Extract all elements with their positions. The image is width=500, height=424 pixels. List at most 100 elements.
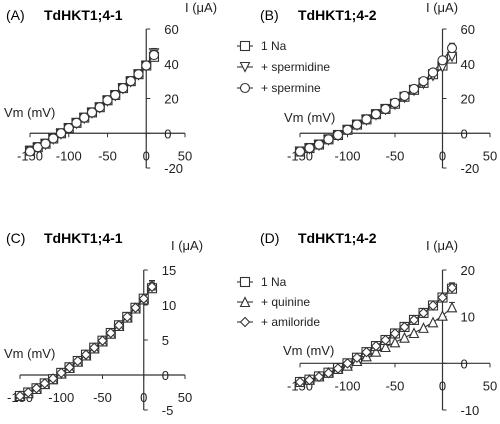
- data-point: [370, 109, 382, 120]
- data-point: [427, 316, 439, 328]
- series-3: [24, 49, 160, 157]
- data-point: [446, 43, 458, 54]
- x-tick-label: 0: [143, 148, 150, 163]
- data-point: [110, 89, 121, 101]
- data-point: [105, 327, 117, 339]
- y-tick-label: 0: [461, 356, 468, 371]
- y-tick-label: 0: [164, 126, 171, 141]
- y-tick-label: 5: [162, 333, 169, 348]
- y-axis-label: I (μA): [426, 238, 458, 253]
- y-tick-label: -10: [461, 403, 480, 418]
- x-tick-label: -50: [386, 378, 405, 393]
- series-3: [294, 42, 458, 157]
- legend-marker: [239, 316, 251, 328]
- data-point: [323, 367, 334, 379]
- data-point: [399, 321, 410, 333]
- data-point: [380, 341, 391, 353]
- data-point: [304, 374, 315, 386]
- y-tick-label: 10: [162, 298, 176, 313]
- data-point: [342, 124, 353, 135]
- data-point: [148, 50, 160, 61]
- data-point: [380, 334, 391, 346]
- legend-marker: [239, 82, 251, 94]
- legend: 1 Na + quinine + amiloride: [237, 275, 320, 329]
- series-3: [294, 282, 458, 388]
- data-point: [427, 300, 439, 311]
- x-axis-label: Vm (mV): [284, 110, 335, 125]
- data-point: [40, 138, 51, 149]
- y-axis-label: I (μA): [185, 0, 217, 15]
- legend-label: 1 Na: [261, 39, 287, 53]
- data-point: [97, 335, 108, 346]
- x-tick-label: 50: [178, 390, 192, 405]
- panel-letter: (B): [260, 7, 279, 23]
- y-tick-label: 40: [164, 57, 178, 72]
- y-tick-label: 10: [461, 310, 475, 325]
- legend-label: + spermine: [261, 81, 321, 95]
- data-point: [64, 362, 75, 373]
- data-point: [323, 134, 334, 145]
- panel-title: TdHKT1;4-2: [298, 7, 377, 23]
- data-point: [80, 349, 92, 360]
- legend-label: + spermidine: [261, 60, 330, 74]
- y-tick-label: 20: [461, 92, 475, 107]
- data-point: [14, 390, 26, 402]
- data-point: [389, 97, 401, 108]
- data-point: [88, 342, 100, 353]
- x-tick-label: -50: [93, 390, 112, 405]
- series-3: [14, 281, 158, 402]
- data-point: [446, 301, 458, 313]
- series-1: [14, 282, 158, 402]
- legend-label: 1 Na: [261, 275, 287, 289]
- data-point: [427, 67, 439, 78]
- data-point: [399, 331, 410, 343]
- x-tick-label: 50: [483, 378, 497, 393]
- panel-title: TdHKT1;4-2: [298, 230, 377, 246]
- data-point: [94, 102, 105, 113]
- data-point: [22, 387, 34, 398]
- x-tick-label: -100: [56, 148, 82, 163]
- legend-marker: [239, 276, 251, 288]
- data-point: [370, 345, 382, 357]
- legend-marker: [239, 61, 251, 73]
- data-point: [39, 378, 51, 389]
- data-point: [133, 69, 144, 80]
- y-axis-label: I (μA): [426, 0, 458, 15]
- data-point: [117, 83, 129, 94]
- data-point: [399, 90, 410, 101]
- x-tick-label: 0: [140, 390, 147, 405]
- y-tick-label: -5: [162, 403, 174, 418]
- panel-title: TdHKT1;4-1: [44, 230, 123, 246]
- y-tick-label: 60: [461, 22, 475, 37]
- x-tick-label: -100: [334, 148, 360, 163]
- panel-letter: (C): [6, 230, 25, 246]
- y-tick-label: 20: [164, 92, 178, 107]
- data-point: [55, 367, 67, 379]
- series-2: [14, 279, 158, 402]
- y-axis-label: I (μA): [171, 238, 203, 253]
- y-tick-label: 0: [461, 126, 468, 141]
- data-point: [125, 76, 136, 87]
- data-point: [389, 328, 401, 339]
- legend-marker: [239, 296, 251, 308]
- data-point: [361, 114, 372, 125]
- data-point: [47, 373, 59, 384]
- y-tick-label: 60: [164, 22, 178, 37]
- data-point: [351, 352, 363, 364]
- data-point: [130, 302, 141, 314]
- data-point: [71, 117, 82, 128]
- data-point: [418, 307, 429, 319]
- data-point: [437, 55, 448, 66]
- data-point: [63, 122, 74, 134]
- data-point: [79, 112, 90, 123]
- data-point: [332, 129, 344, 141]
- x-tick-label: 0: [439, 148, 446, 163]
- data-point: [437, 292, 448, 303]
- y-tick-label: 20: [461, 263, 475, 278]
- data-point: [313, 371, 325, 383]
- data-point: [55, 128, 67, 139]
- x-tick-label: -50: [98, 148, 117, 163]
- data-point: [370, 340, 382, 352]
